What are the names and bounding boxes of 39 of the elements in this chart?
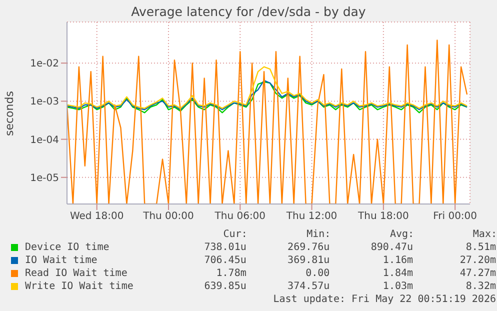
legend-label: Write IO Wait time — [24, 280, 134, 293]
y-tick-label: 1e-02 — [30, 58, 59, 70]
legend-label: Read IO Wait time — [24, 267, 128, 280]
text: 47.27m — [458, 267, 497, 280]
chart-title: Average latency for /dev/sda - by day — [130, 4, 367, 19]
text: Max: — [472, 228, 497, 241]
text: 374.57u — [286, 280, 331, 293]
text: Last update: Fri May 22 00:51:19 2026 — [272, 293, 497, 306]
x-tick-label: Wed 18:00 — [70, 211, 124, 222]
x-tick-label: Thu 06:00 — [214, 211, 266, 222]
text: Cur: — [222, 228, 248, 241]
text: 269.76u — [286, 241, 331, 254]
text: Avg: — [388, 228, 414, 241]
text: 639.85u — [203, 280, 248, 293]
text: 369.81u — [286, 254, 331, 267]
x-tick-label: Thu 00:00 — [142, 211, 194, 222]
text: 8.51m — [464, 241, 497, 254]
text: 706.45u — [203, 254, 248, 267]
text: 8.32m — [464, 280, 497, 293]
text: Min: — [306, 228, 331, 241]
text: 1.03m — [382, 280, 414, 293]
x-tick-label: Fri 00:00 — [433, 211, 478, 222]
y-tick-label: 1e-04 — [30, 134, 59, 146]
text: 890.47u — [370, 241, 414, 254]
legend-label: IO Wait time — [24, 254, 98, 267]
line-series — [67, 40, 468, 204]
x-tick-label: Thu 12:00 — [285, 211, 338, 222]
y-tick-label: 1e-03 — [30, 96, 59, 108]
x-tick-label: Thu 18:00 — [357, 211, 409, 222]
y-axis-title: seconds — [2, 90, 16, 136]
line-series — [67, 66, 468, 109]
y-tick-label: 1e-05 — [30, 172, 59, 184]
text: 738.01u — [203, 241, 248, 254]
text: 27.20m — [458, 254, 497, 267]
text: 1.84m — [382, 267, 414, 280]
text: 1.16m — [382, 254, 414, 267]
text: 0.00 — [304, 267, 331, 280]
legend-label: Device IO time — [24, 241, 110, 254]
text: 1.78m — [215, 267, 248, 280]
